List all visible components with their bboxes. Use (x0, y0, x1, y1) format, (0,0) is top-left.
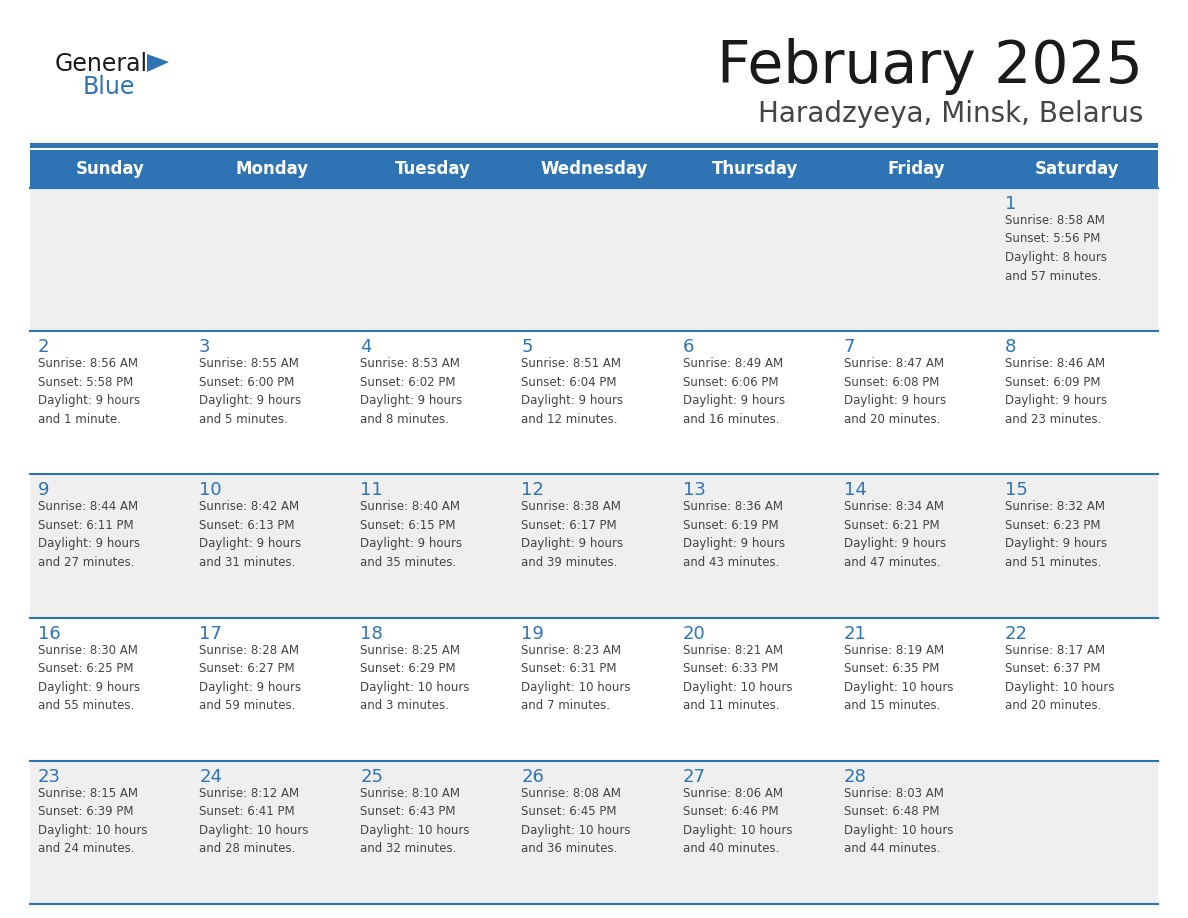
Text: Sunrise: 8:56 AM
Sunset: 5:58 PM
Daylight: 9 hours
and 1 minute.: Sunrise: 8:56 AM Sunset: 5:58 PM Dayligh… (38, 357, 140, 426)
Text: Sunrise: 8:51 AM
Sunset: 6:04 PM
Daylight: 9 hours
and 12 minutes.: Sunrise: 8:51 AM Sunset: 6:04 PM Dayligh… (522, 357, 624, 426)
Bar (30, 143, 1158, 148)
Text: Sunrise: 8:08 AM
Sunset: 6:45 PM
Daylight: 10 hours
and 36 minutes.: Sunrise: 8:08 AM Sunset: 6:45 PM Dayligh… (522, 787, 631, 856)
Text: 20: 20 (683, 624, 706, 643)
Text: 16: 16 (38, 624, 61, 643)
Text: Sunrise: 8:44 AM
Sunset: 6:11 PM
Daylight: 9 hours
and 27 minutes.: Sunrise: 8:44 AM Sunset: 6:11 PM Dayligh… (38, 500, 140, 569)
Bar (30, 188, 1158, 331)
Text: 19: 19 (522, 624, 544, 643)
Text: Blue: Blue (83, 75, 135, 99)
Bar (30, 150, 1158, 188)
Text: 25: 25 (360, 767, 384, 786)
Text: 8: 8 (1005, 338, 1016, 356)
Text: 21: 21 (843, 624, 866, 643)
Text: Sunrise: 8:25 AM
Sunset: 6:29 PM
Daylight: 10 hours
and 3 minutes.: Sunrise: 8:25 AM Sunset: 6:29 PM Dayligh… (360, 644, 469, 712)
Text: Sunrise: 8:42 AM
Sunset: 6:13 PM
Daylight: 9 hours
and 31 minutes.: Sunrise: 8:42 AM Sunset: 6:13 PM Dayligh… (200, 500, 302, 569)
Text: 5: 5 (522, 338, 533, 356)
Bar (30, 618, 1158, 761)
Text: Sunrise: 8:03 AM
Sunset: 6:48 PM
Daylight: 10 hours
and 44 minutes.: Sunrise: 8:03 AM Sunset: 6:48 PM Dayligh… (843, 787, 953, 856)
Text: 23: 23 (38, 767, 61, 786)
Polygon shape (147, 54, 169, 72)
Text: General: General (55, 52, 148, 76)
Text: 24: 24 (200, 767, 222, 786)
Text: Sunrise: 8:32 AM
Sunset: 6:23 PM
Daylight: 9 hours
and 51 minutes.: Sunrise: 8:32 AM Sunset: 6:23 PM Dayligh… (1005, 500, 1107, 569)
Text: 10: 10 (200, 481, 222, 499)
Text: 27: 27 (683, 767, 706, 786)
Text: 15: 15 (1005, 481, 1028, 499)
Text: Sunrise: 8:10 AM
Sunset: 6:43 PM
Daylight: 10 hours
and 32 minutes.: Sunrise: 8:10 AM Sunset: 6:43 PM Dayligh… (360, 787, 469, 856)
Bar (30, 761, 1158, 904)
Text: 26: 26 (522, 767, 544, 786)
Text: 4: 4 (360, 338, 372, 356)
Text: Sunrise: 8:36 AM
Sunset: 6:19 PM
Daylight: 9 hours
and 43 minutes.: Sunrise: 8:36 AM Sunset: 6:19 PM Dayligh… (683, 500, 785, 569)
Text: Sunrise: 8:40 AM
Sunset: 6:15 PM
Daylight: 9 hours
and 35 minutes.: Sunrise: 8:40 AM Sunset: 6:15 PM Dayligh… (360, 500, 462, 569)
Text: Sunrise: 8:34 AM
Sunset: 6:21 PM
Daylight: 9 hours
and 47 minutes.: Sunrise: 8:34 AM Sunset: 6:21 PM Dayligh… (843, 500, 946, 569)
Text: Sunrise: 8:06 AM
Sunset: 6:46 PM
Daylight: 10 hours
and 40 minutes.: Sunrise: 8:06 AM Sunset: 6:46 PM Dayligh… (683, 787, 792, 856)
Text: Wednesday: Wednesday (541, 160, 647, 178)
Text: Sunrise: 8:49 AM
Sunset: 6:06 PM
Daylight: 9 hours
and 16 minutes.: Sunrise: 8:49 AM Sunset: 6:06 PM Dayligh… (683, 357, 785, 426)
Text: Sunrise: 8:28 AM
Sunset: 6:27 PM
Daylight: 9 hours
and 59 minutes.: Sunrise: 8:28 AM Sunset: 6:27 PM Dayligh… (200, 644, 302, 712)
Text: February 2025: February 2025 (718, 38, 1143, 95)
Bar (30, 331, 1158, 475)
Text: 22: 22 (1005, 624, 1028, 643)
Text: Haradzyeya, Minsk, Belarus: Haradzyeya, Minsk, Belarus (758, 100, 1143, 128)
Text: Friday: Friday (887, 160, 946, 178)
Text: Sunrise: 8:46 AM
Sunset: 6:09 PM
Daylight: 9 hours
and 23 minutes.: Sunrise: 8:46 AM Sunset: 6:09 PM Dayligh… (1005, 357, 1107, 426)
Text: 18: 18 (360, 624, 383, 643)
Text: Sunrise: 8:15 AM
Sunset: 6:39 PM
Daylight: 10 hours
and 24 minutes.: Sunrise: 8:15 AM Sunset: 6:39 PM Dayligh… (38, 787, 147, 856)
Text: Sunrise: 8:19 AM
Sunset: 6:35 PM
Daylight: 10 hours
and 15 minutes.: Sunrise: 8:19 AM Sunset: 6:35 PM Dayligh… (843, 644, 953, 712)
Text: 28: 28 (843, 767, 866, 786)
Text: 3: 3 (200, 338, 210, 356)
Text: Sunrise: 8:23 AM
Sunset: 6:31 PM
Daylight: 10 hours
and 7 minutes.: Sunrise: 8:23 AM Sunset: 6:31 PM Dayligh… (522, 644, 631, 712)
Text: 9: 9 (38, 481, 50, 499)
Text: Monday: Monday (235, 160, 308, 178)
Text: Sunrise: 8:58 AM
Sunset: 5:56 PM
Daylight: 8 hours
and 57 minutes.: Sunrise: 8:58 AM Sunset: 5:56 PM Dayligh… (1005, 214, 1107, 283)
Bar (30, 475, 1158, 618)
Text: Sunrise: 8:55 AM
Sunset: 6:00 PM
Daylight: 9 hours
and 5 minutes.: Sunrise: 8:55 AM Sunset: 6:00 PM Dayligh… (200, 357, 302, 426)
Text: 14: 14 (843, 481, 866, 499)
Text: Sunrise: 8:12 AM
Sunset: 6:41 PM
Daylight: 10 hours
and 28 minutes.: Sunrise: 8:12 AM Sunset: 6:41 PM Dayligh… (200, 787, 309, 856)
Text: 12: 12 (522, 481, 544, 499)
Text: 13: 13 (683, 481, 706, 499)
Text: 17: 17 (200, 624, 222, 643)
Text: Sunrise: 8:30 AM
Sunset: 6:25 PM
Daylight: 9 hours
and 55 minutes.: Sunrise: 8:30 AM Sunset: 6:25 PM Dayligh… (38, 644, 140, 712)
Text: Saturday: Saturday (1035, 160, 1119, 178)
Text: 2: 2 (38, 338, 50, 356)
Text: Sunrise: 8:47 AM
Sunset: 6:08 PM
Daylight: 9 hours
and 20 minutes.: Sunrise: 8:47 AM Sunset: 6:08 PM Dayligh… (843, 357, 946, 426)
Text: Tuesday: Tuesday (394, 160, 470, 178)
Text: Thursday: Thursday (712, 160, 798, 178)
Text: Sunrise: 8:21 AM
Sunset: 6:33 PM
Daylight: 10 hours
and 11 minutes.: Sunrise: 8:21 AM Sunset: 6:33 PM Dayligh… (683, 644, 792, 712)
Text: 6: 6 (683, 338, 694, 356)
Text: 11: 11 (360, 481, 383, 499)
Text: Sunrise: 8:38 AM
Sunset: 6:17 PM
Daylight: 9 hours
and 39 minutes.: Sunrise: 8:38 AM Sunset: 6:17 PM Dayligh… (522, 500, 624, 569)
Text: Sunday: Sunday (76, 160, 145, 178)
Text: Sunrise: 8:53 AM
Sunset: 6:02 PM
Daylight: 9 hours
and 8 minutes.: Sunrise: 8:53 AM Sunset: 6:02 PM Dayligh… (360, 357, 462, 426)
Text: Sunrise: 8:17 AM
Sunset: 6:37 PM
Daylight: 10 hours
and 20 minutes.: Sunrise: 8:17 AM Sunset: 6:37 PM Dayligh… (1005, 644, 1114, 712)
Text: 7: 7 (843, 338, 855, 356)
Text: 1: 1 (1005, 195, 1016, 213)
